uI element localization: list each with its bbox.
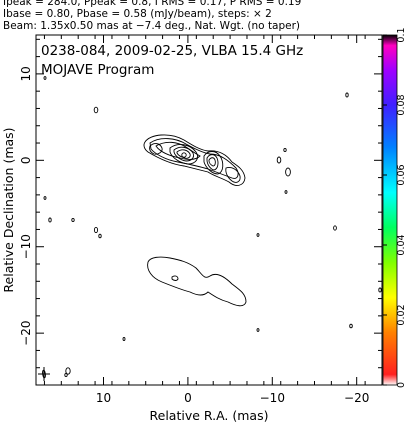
contour-jet-3 (155, 141, 201, 160)
contour-core-2 (173, 146, 194, 162)
colorbar-ticks: 0 0.02 0.04 0.06 0.08 0.1 (383, 27, 407, 388)
y-axis-label: Relative Declination (mas) (1, 127, 16, 292)
x-axis-label: Relative R.A. (mas) (150, 408, 269, 423)
x-tick-label: 10 (96, 391, 111, 405)
y-tick-label: −10 (19, 234, 33, 259)
contour-layer (43, 76, 382, 378)
contour-core-3 (176, 149, 191, 159)
contour-jet-outer (143, 134, 246, 186)
y-tick-label: 0 (19, 156, 33, 164)
contour-knot-2 (206, 154, 219, 171)
header-line-1: Ipeak = 284.0, Ppeak = 0.8, I RMS = 0.17… (3, 0, 302, 8)
colorbar-tick-label: 0.08 (396, 94, 407, 115)
x-tick-label: −10 (260, 391, 285, 405)
contour-counterjet (147, 256, 247, 307)
header-line-3: Beam: 1.35x0.50 mas at −7.4 deg., Nat. W… (3, 20, 301, 32)
x-tick-label: −20 (344, 391, 369, 405)
plot-frame (35, 34, 383, 386)
axis-tick-labels: 10 0 −10 −20 10 0 −10 −20 (19, 66, 369, 405)
beam-ellipse (38, 367, 50, 381)
contour-jet-2 (149, 138, 239, 179)
noise-contours (43, 76, 382, 378)
colorbar-tick-label: 0.04 (396, 234, 407, 255)
chart-subtitle: MOJAVE Program (41, 62, 154, 78)
y-tick-label: 10 (19, 66, 33, 81)
contour-core-1 (169, 144, 199, 165)
colorbar (382, 34, 398, 386)
contour-knot-1 (203, 151, 224, 175)
contour-counterjet-inner (171, 275, 179, 281)
colorbar-tick-label: 0.06 (396, 164, 407, 185)
x-tick-label: 0 (184, 391, 192, 405)
colorbar-tick-label: 0 (396, 382, 407, 388)
header-line-2: Ibase = 0.80, Pbase = 0.58 (mJy/beam), s… (3, 8, 272, 20)
axes (36, 35, 383, 386)
chart-title: 0238-084, 2009-02-25, VLBA 15.4 GHz (41, 43, 303, 59)
contour-core-peak (181, 152, 187, 158)
contour-knot-3 (208, 157, 216, 167)
colorbar-tick-label: 0.1 (396, 27, 407, 42)
contour-tail (225, 167, 241, 183)
contour-blob-left (149, 143, 163, 155)
y-tick-label: −20 (19, 320, 33, 345)
colorbar-tick-label: 0.02 (396, 304, 407, 325)
